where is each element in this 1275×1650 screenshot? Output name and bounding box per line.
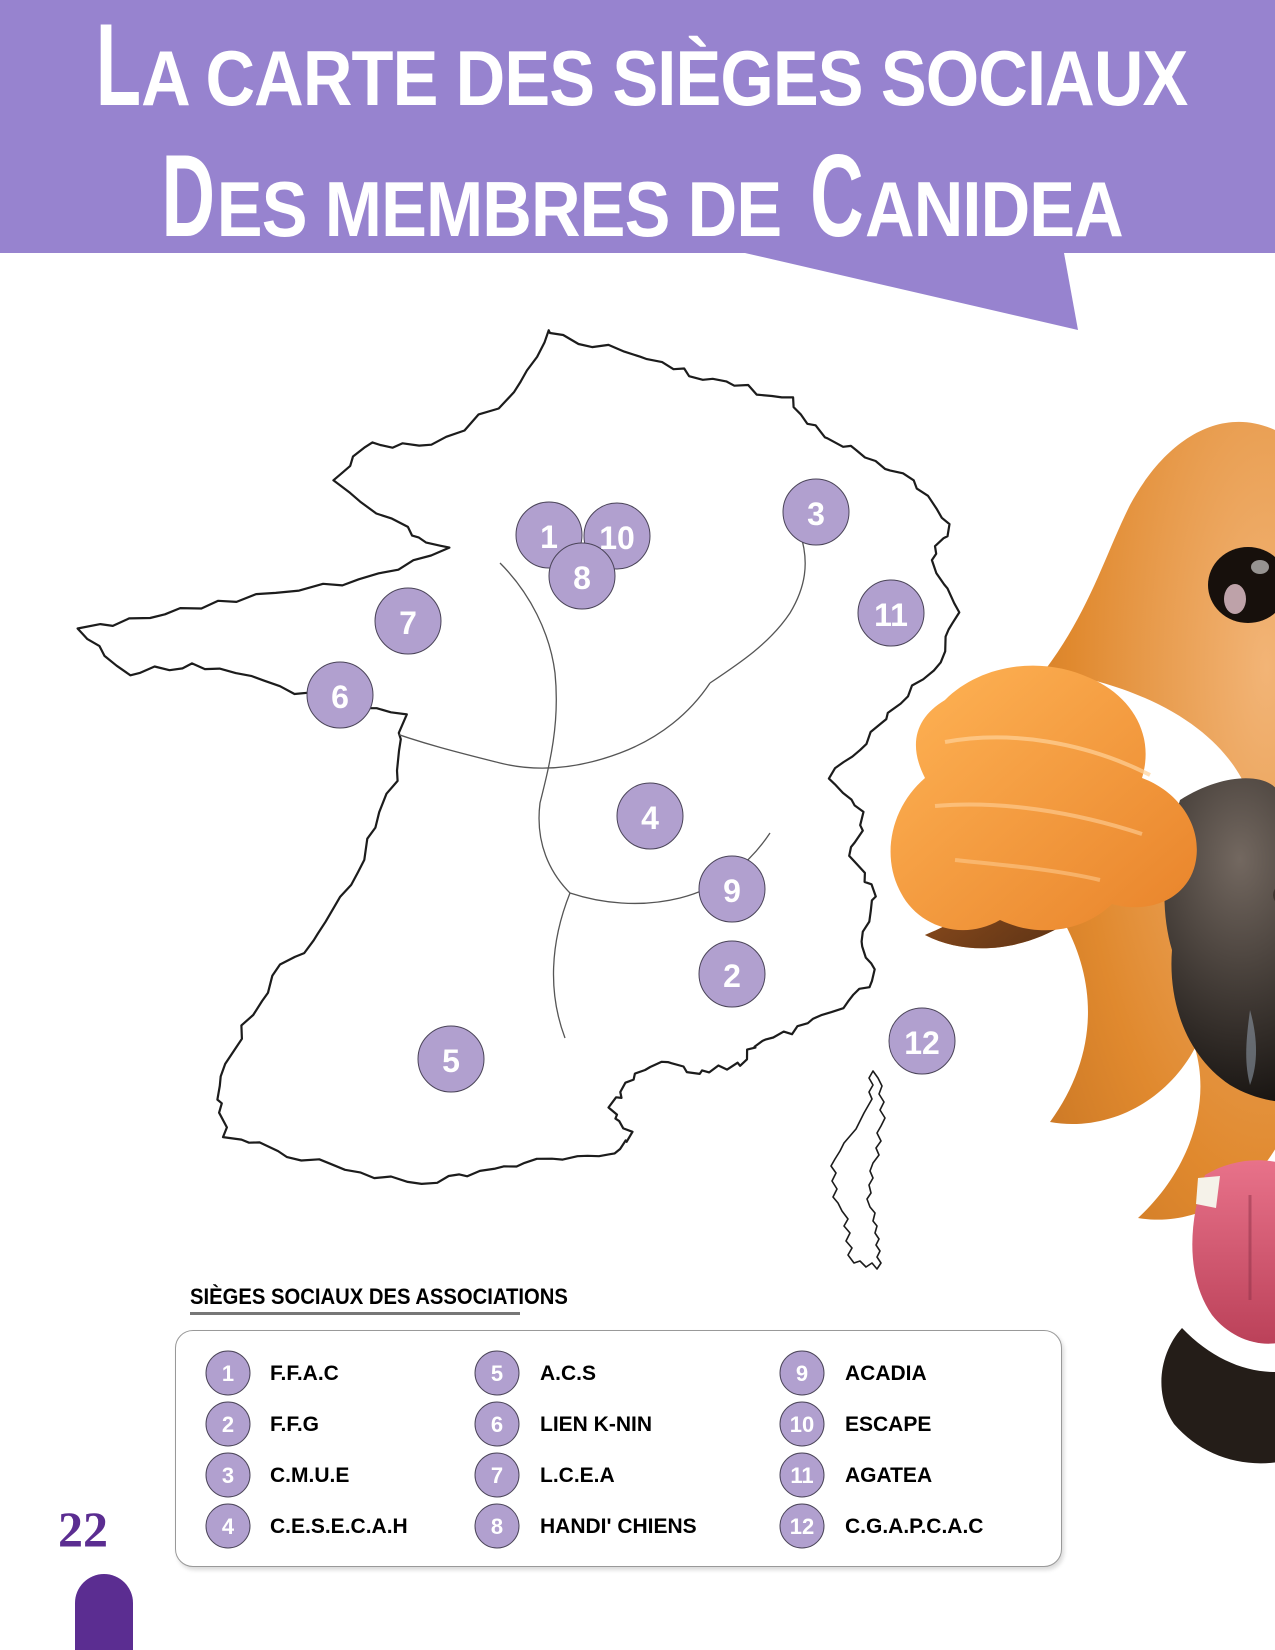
svg-text:1: 1	[222, 1361, 234, 1386]
svg-text:10: 10	[790, 1412, 814, 1437]
svg-text:5: 5	[491, 1361, 503, 1386]
svg-text:12: 12	[790, 1514, 814, 1539]
svg-text:11: 11	[790, 1463, 813, 1488]
svg-text:6: 6	[491, 1412, 503, 1437]
svg-text:2: 2	[222, 1412, 234, 1437]
svg-text:7: 7	[491, 1463, 503, 1488]
svg-text:8: 8	[491, 1514, 503, 1539]
svg-text:4: 4	[222, 1514, 235, 1539]
svg-text:9: 9	[796, 1361, 808, 1386]
svg-text:3: 3	[222, 1463, 234, 1488]
